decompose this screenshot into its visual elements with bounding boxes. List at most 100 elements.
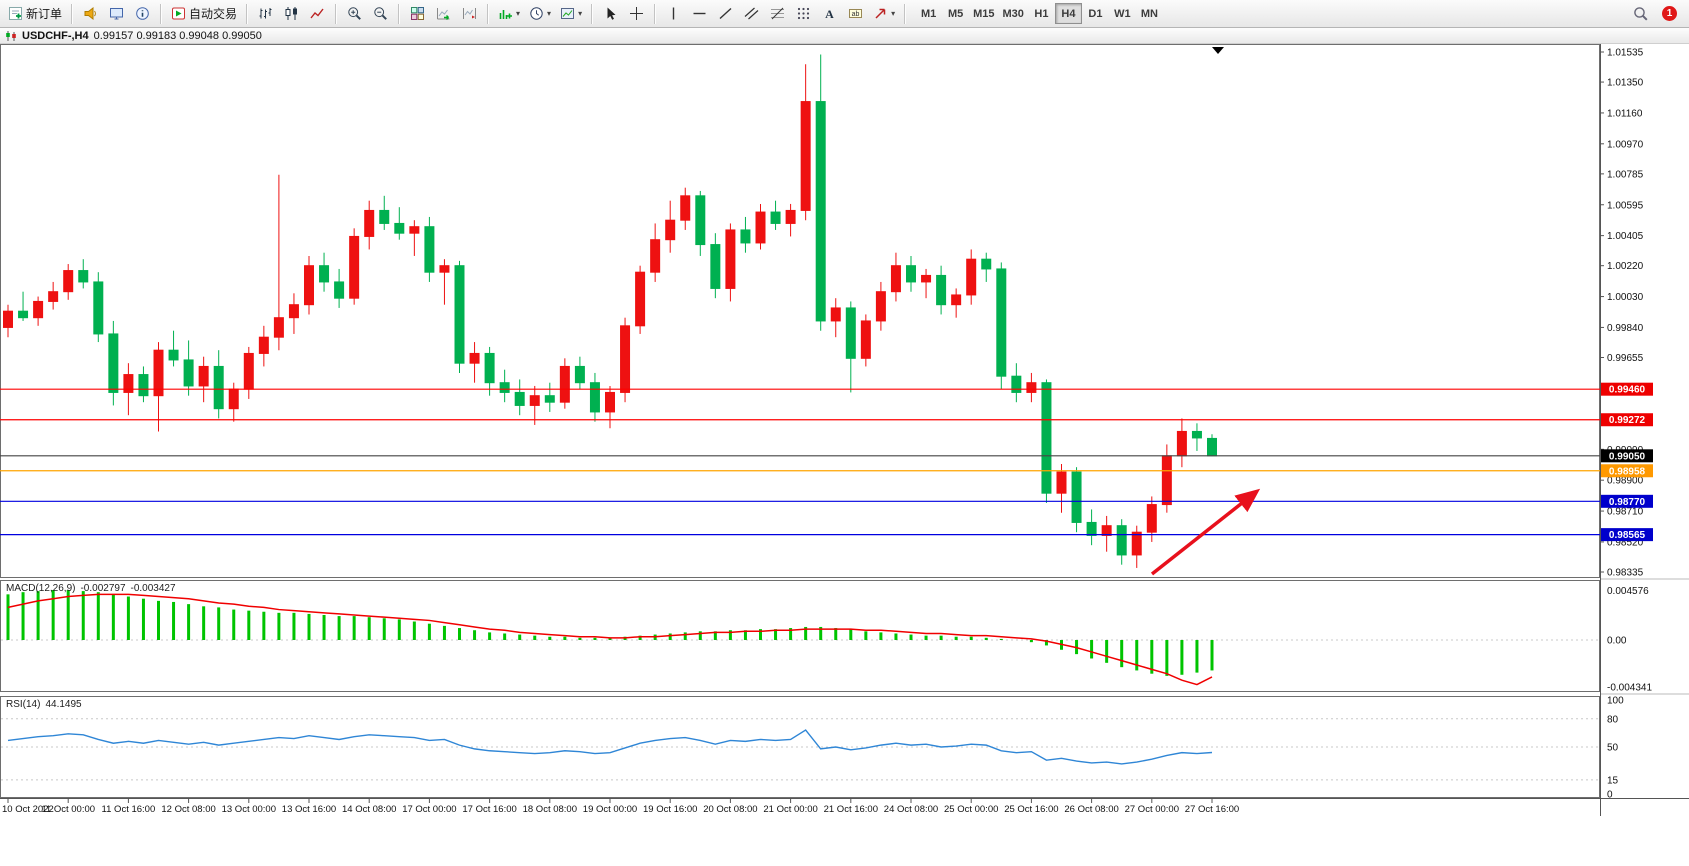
fibonacci-button[interactable] — [765, 2, 790, 25]
candle — [1161, 455, 1172, 506]
text-button[interactable]: A — [817, 2, 842, 25]
main-toolbar: 新订单 自动交易 ▾ ▾ ▾ A ab ▾ M1 M5 M15 M30 H1 H4 D1 W1… — [0, 0, 1689, 28]
new-order-button[interactable]: 新订单 — [4, 2, 66, 25]
toolbar-separator — [654, 3, 657, 24]
price-axis-label: 1.01535 — [1607, 48, 1644, 59]
candle — [439, 265, 450, 273]
toolbar-separator — [487, 3, 490, 24]
indicators-button[interactable]: ▾ — [494, 2, 524, 25]
fibonacci-icon — [770, 6, 785, 21]
price-axis-label: 0.98335 — [1607, 568, 1644, 579]
chart-shift-icon — [462, 6, 477, 21]
chart-shift-button[interactable] — [457, 2, 482, 25]
date-label: 27 Oct 16:00 — [1185, 804, 1239, 815]
horizontal-line-button[interactable] — [687, 2, 712, 25]
data-window-button[interactable] — [130, 2, 155, 25]
sound-icon — [83, 6, 98, 21]
timeframe-button-h1[interactable]: H1 — [1034, 7, 1049, 20]
timeframe-button-m1[interactable]: M1 — [920, 7, 937, 20]
date-label: 18 Oct 08:00 — [523, 804, 577, 815]
candle — [273, 317, 284, 338]
date-label: 27 Oct 00:00 — [1125, 804, 1179, 815]
auto-scroll-button[interactable] — [431, 2, 456, 25]
search-icon — [1633, 6, 1648, 21]
timeframe-button-m15[interactable]: M15 — [973, 7, 995, 20]
trendline-button[interactable] — [713, 2, 738, 25]
bar-chart-button[interactable] — [253, 2, 278, 25]
macd-axis-label: 0.00 — [1607, 636, 1627, 647]
main-pane[interactable] — [0, 44, 1600, 578]
rsi-line — [7, 729, 1213, 765]
vertical-line-button[interactable] — [661, 2, 686, 25]
toolbar-separator — [591, 3, 594, 24]
shapes-button[interactable] — [791, 2, 816, 25]
templates-button[interactable]: ▾ — [556, 2, 586, 25]
candle — [258, 336, 269, 354]
candle — [228, 388, 239, 410]
chart-canvas[interactable]: 1.01535 1.01350 1.01160 1.00970 1.00785 1.005… — [0, 44, 1689, 866]
candle — [454, 265, 465, 364]
candle — [138, 374, 149, 397]
svg-text:A: A — [825, 7, 834, 21]
candle — [33, 300, 44, 319]
zoom-out-button[interactable] — [368, 2, 393, 25]
timeframe-button-h4[interactable]: H4 — [1054, 3, 1082, 24]
notification-badge[interactable]: 1 — [1662, 6, 1677, 21]
candle — [484, 352, 495, 384]
candle — [18, 310, 29, 319]
template-icon — [560, 6, 575, 21]
periods-button[interactable]: ▾ — [525, 2, 555, 25]
zoom-in-button[interactable] — [342, 2, 367, 25]
search-button[interactable] — [1628, 2, 1653, 25]
timeframe-button-d1[interactable]: D1 — [1088, 7, 1103, 20]
timeframe-button-m30[interactable]: M30 — [1002, 7, 1024, 20]
macd-signal-line — [7, 593, 1213, 686]
new-order-icon — [8, 6, 23, 21]
price-tag-0.98565: 0.98565 — [1601, 528, 1653, 542]
trend-arrow-annotation[interactable] — [1150, 488, 1261, 576]
timeframe-button-mn[interactable]: MN — [1140, 7, 1158, 20]
timeframe-button-w1[interactable]: W1 — [1114, 7, 1131, 20]
crosshair-button[interactable] — [624, 2, 649, 25]
rsi-pane[interactable] — [0, 696, 1600, 798]
candle — [198, 365, 209, 387]
candle — [243, 352, 254, 390]
candle — [394, 222, 405, 234]
candle — [740, 229, 751, 244]
chart-shift-marker[interactable] — [1212, 47, 1224, 54]
equidistant-channel-icon — [744, 6, 759, 21]
candle — [830, 307, 841, 322]
candle — [755, 211, 766, 244]
sound-button[interactable] — [78, 2, 103, 25]
rsi-axis-label: 50 — [1607, 743, 1619, 754]
candle — [845, 307, 856, 359]
candle — [319, 265, 330, 283]
price-axis-label: 1.00970 — [1607, 139, 1644, 150]
candle — [966, 258, 977, 296]
macd-pane[interactable] — [0, 580, 1600, 692]
cursor-button[interactable] — [598, 2, 623, 25]
toolbar-separator — [904, 3, 907, 24]
candlestick-chart-button[interactable] — [279, 2, 304, 25]
candle — [770, 211, 781, 224]
timeframe-button-m5[interactable]: M5 — [947, 7, 964, 20]
cursor-icon — [603, 6, 618, 21]
arrows-button[interactable]: ▾ — [869, 2, 899, 25]
market-watch-button[interactable] — [104, 2, 129, 25]
zoom-in-icon — [347, 6, 362, 21]
candle — [650, 239, 661, 273]
tile-windows-button[interactable] — [405, 2, 430, 25]
label-button[interactable]: ab — [843, 2, 868, 25]
candle — [1086, 521, 1097, 536]
candle — [951, 294, 962, 306]
date-label: 13 Oct 00:00 — [222, 804, 276, 815]
date-label: 14 Oct 08:00 — [342, 804, 396, 815]
channel-button[interactable] — [739, 2, 764, 25]
candle — [605, 391, 615, 413]
candle — [725, 229, 736, 289]
line-chart-button[interactable] — [305, 2, 330, 25]
candlestick-series[interactable] — [3, 54, 1217, 568]
price-axis-label: 1.00595 — [1607, 200, 1644, 211]
date-label: 21 Oct 00:00 — [763, 804, 817, 815]
auto-trading-button[interactable]: 自动交易 — [167, 2, 241, 25]
